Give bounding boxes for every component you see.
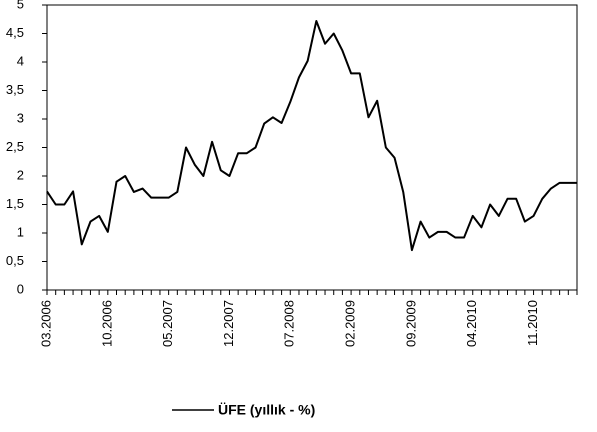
legend-text: ÜFE (yıllık - %) — [218, 402, 315, 418]
x-tick-label: 03.2006 — [38, 300, 53, 347]
plot-frame — [46, 4, 578, 291]
y-tick-label: 1,5 — [6, 196, 24, 211]
line — [46, 19, 577, 252]
x-tick-label: 10.2006 — [99, 300, 114, 347]
x-tick-label: 05.2007 — [160, 300, 175, 347]
y-tick-label: 1 — [17, 224, 24, 239]
y-tick-label: 0 — [17, 281, 24, 296]
x-tick-label: 04.2010 — [464, 300, 479, 347]
x-tick-label: 09.2009 — [403, 300, 418, 347]
y-tick-label: 5 — [17, 0, 24, 11]
y-tick-label: 4,5 — [6, 25, 24, 40]
x-tick-label: 07.2008 — [282, 300, 297, 347]
x-tick-label: 12.2007 — [221, 300, 236, 347]
y-tick-label: 2,5 — [6, 139, 24, 154]
y-tick-label: 3,5 — [6, 82, 24, 97]
y-tick-label: 4 — [17, 53, 24, 68]
x-tick-label: 11.2010 — [525, 300, 540, 346]
y-tick-label: 3 — [17, 110, 24, 125]
x-tick-label: 02.2009 — [343, 300, 358, 347]
y-tick-label: 0,5 — [6, 253, 24, 268]
y-tick-label: 2 — [17, 167, 24, 182]
